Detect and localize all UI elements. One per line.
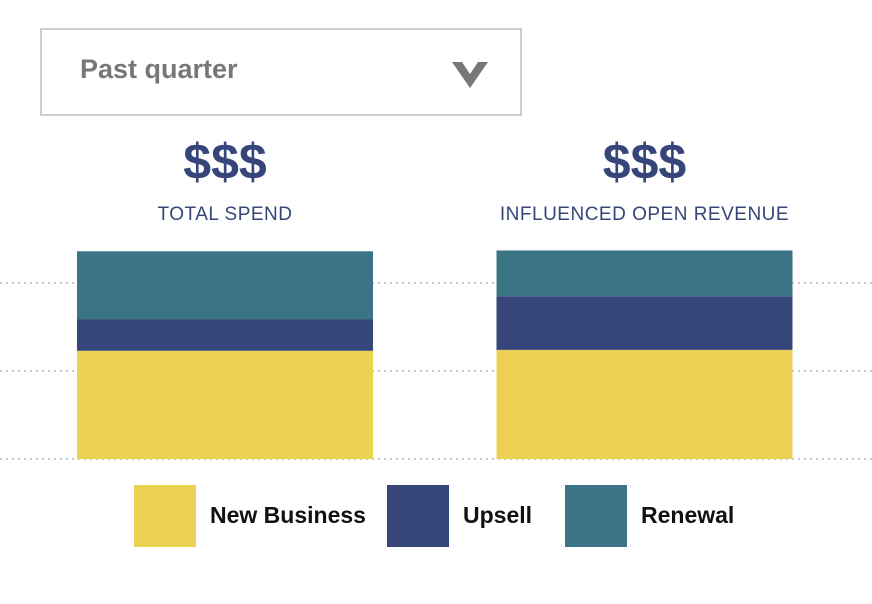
legend-label: New Business <box>210 502 366 528</box>
bar-segment <box>496 349 793 459</box>
legend-swatch <box>387 485 449 547</box>
bar-segment <box>77 251 373 320</box>
bar-segment <box>77 350 373 459</box>
dropdown-arrow[interactable] <box>452 62 488 88</box>
legend-label: Renewal <box>641 502 734 528</box>
headline: $$$ <box>183 134 267 190</box>
legend-swatch <box>134 485 196 547</box>
headline: $$$ <box>603 134 687 190</box>
dropdown-box[interactable] <box>40 28 522 116</box>
category-label: TOTAL SPEND <box>157 204 292 225</box>
legend-swatch <box>565 485 627 547</box>
dropdown-label[interactable]: Past quarter <box>80 54 238 84</box>
bar-segment <box>496 250 793 297</box>
legend-label: Upsell <box>463 502 532 528</box>
bar-segment <box>496 296 793 350</box>
category-label: INFLUENCED OPEN REVENUE <box>500 204 789 225</box>
bar-segment <box>77 319 373 351</box>
dropdown[interactable]: Past quarter <box>40 28 522 116</box>
